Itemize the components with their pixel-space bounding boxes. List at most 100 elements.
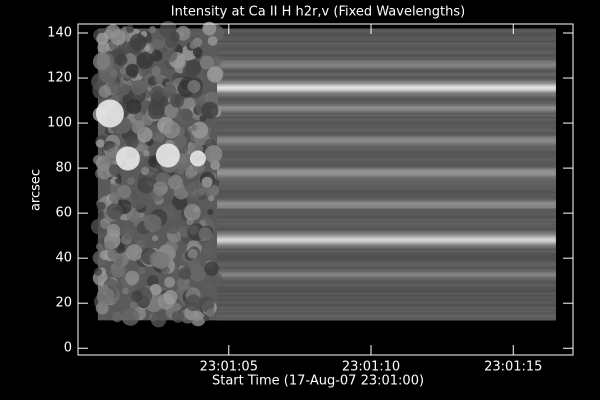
texture-row — [216, 36, 556, 39]
texture-row — [216, 100, 556, 103]
texture-row — [216, 228, 556, 231]
texture-row — [216, 190, 556, 193]
texture-blob — [202, 244, 216, 258]
texture-row — [216, 62, 556, 65]
texture-row — [216, 294, 556, 297]
texture-row — [216, 30, 556, 33]
texture-blob — [163, 216, 182, 235]
texture-row — [216, 92, 556, 95]
texture-row — [216, 74, 556, 77]
texture-blob — [152, 251, 170, 270]
texture-row — [216, 300, 556, 303]
texture-row — [216, 168, 556, 171]
texture-row — [216, 254, 556, 257]
texture-row — [216, 248, 556, 251]
texture-row — [216, 142, 556, 145]
texture-blob — [126, 99, 142, 115]
texture-blob — [213, 179, 220, 186]
texture-row — [216, 298, 556, 301]
y-tick-label: 0 — [64, 341, 72, 356]
texture-blob — [198, 227, 212, 241]
texture-blob — [94, 267, 103, 276]
texture-row — [216, 284, 556, 287]
texture-row — [216, 230, 556, 233]
texture-row — [216, 50, 556, 53]
texture-blob — [125, 63, 139, 77]
texture-blob — [162, 84, 177, 99]
texture-row — [216, 186, 556, 189]
texture-blob — [165, 204, 176, 215]
texture-blob — [125, 24, 135, 34]
texture-blob — [202, 21, 217, 36]
texture-row — [216, 106, 556, 109]
texture-row — [216, 240, 556, 243]
texture-row — [216, 242, 556, 245]
texture-blob — [131, 290, 143, 302]
texture-row — [216, 308, 556, 311]
texture-bright — [115, 146, 140, 171]
texture-blob — [198, 296, 215, 313]
texture-blob — [155, 132, 165, 142]
texture-blob — [192, 47, 203, 58]
texture-row — [216, 268, 556, 271]
texture-row — [216, 310, 556, 313]
texture-row — [216, 216, 556, 219]
texture-row — [216, 304, 556, 307]
texture-blob — [205, 308, 215, 318]
texture-blob — [173, 134, 188, 149]
texture-blob — [188, 224, 199, 235]
texture-blob — [96, 201, 106, 211]
texture-blob — [185, 294, 202, 312]
texture-blob — [170, 93, 185, 108]
texture-row — [216, 96, 556, 99]
texture-row — [216, 184, 556, 187]
texture-blob — [153, 181, 168, 196]
texture-blob — [110, 262, 126, 278]
texture-row — [216, 164, 556, 167]
texture-row — [216, 272, 556, 275]
texture-blob — [97, 41, 110, 54]
x-tick-label: 23:01:05 — [200, 360, 258, 375]
texture-blob — [178, 267, 192, 280]
texture-blob — [111, 311, 123, 323]
texture-blob — [171, 310, 184, 323]
texture-row — [216, 34, 556, 37]
texture-row — [216, 260, 556, 263]
texture-row — [216, 70, 556, 73]
texture-row — [216, 52, 556, 55]
texture-row — [216, 174, 556, 177]
texture-row — [216, 88, 556, 91]
texture-row — [216, 296, 556, 299]
texture-row — [216, 162, 556, 165]
texture-blob — [127, 177, 135, 185]
texture-row — [216, 208, 556, 211]
texture-row — [216, 148, 556, 151]
texture-blob — [108, 164, 120, 176]
x-axis-label: Start Time (17-Aug-07 23:01:00) — [212, 374, 424, 389]
texture-blob — [138, 67, 148, 77]
texture-row — [216, 202, 556, 205]
texture-row — [216, 170, 556, 173]
texture-row — [216, 204, 556, 207]
y-tick-label: 40 — [55, 251, 72, 266]
texture-blob — [122, 287, 130, 295]
texture-bright — [189, 150, 206, 167]
texture-blob — [191, 124, 198, 131]
texture-row — [216, 226, 556, 229]
texture-blob — [99, 250, 110, 260]
texture-row — [216, 210, 556, 213]
texture-row — [216, 192, 556, 195]
texture-blob — [182, 63, 198, 80]
texture-blob — [169, 31, 180, 42]
texture-blob — [148, 25, 157, 34]
texture-row — [216, 144, 556, 147]
texture-blob — [121, 308, 140, 326]
image-texture — [90, 20, 556, 328]
chart-title: Intensity at Ca II H h2r,v (Fixed Wavele… — [171, 5, 465, 20]
y-tick-label: 20 — [55, 296, 72, 311]
y-tick-label: 80 — [55, 161, 72, 176]
texture-row — [216, 282, 556, 285]
texture-row — [216, 54, 556, 57]
